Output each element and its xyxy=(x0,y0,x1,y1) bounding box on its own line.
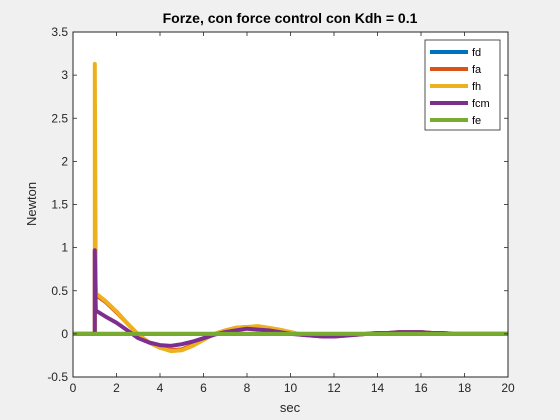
legend-label-fd: fd xyxy=(472,47,481,59)
plot-area xyxy=(73,61,508,354)
x-tick-label: 0 xyxy=(70,381,77,395)
x-tick-label: 16 xyxy=(414,381,428,395)
y-axis-label: Newton xyxy=(24,182,39,226)
x-tick-label: 8 xyxy=(244,381,251,395)
legend-label-fh: fh xyxy=(472,81,481,93)
legend-label-fcm: fcm xyxy=(472,98,490,110)
x-tick-label: 12 xyxy=(327,381,341,395)
x-tick-label: 2 xyxy=(113,381,120,395)
x-tick-label: 4 xyxy=(157,381,164,395)
x-tick-label: 20 xyxy=(501,381,515,395)
y-tick-label: 2 xyxy=(61,154,68,168)
x-tick-label: 10 xyxy=(284,381,298,395)
y-tick-label: 0.5 xyxy=(51,284,68,298)
y-tick-label: 3 xyxy=(61,68,68,82)
x-axis: 0 2 4 6 8 10 12 14 16 18 20 xyxy=(70,32,515,395)
x-tick-label: 18 xyxy=(458,381,472,395)
y-tick-label: 1 xyxy=(61,241,68,255)
chart-title: Forze, con force control con Kdh = 0.1 xyxy=(163,10,418,26)
x-tick-label: 14 xyxy=(371,381,385,395)
legend[interactable]: fd fa fh fcm fe xyxy=(424,39,501,131)
y-tick-label: 0 xyxy=(61,327,68,341)
y-tick-label: 3.5 xyxy=(51,25,68,39)
y-axis: -0.5 0 0.5 1 1.5 2 2.5 3 3.5 xyxy=(47,25,508,384)
x-axis-label: sec xyxy=(280,400,301,415)
y-tick-label: 1.5 xyxy=(51,198,68,212)
legend-label-fe: fe xyxy=(472,115,481,127)
x-tick-label: 6 xyxy=(200,381,207,395)
y-tick-label: 2.5 xyxy=(51,111,68,125)
legend-label-fa: fa xyxy=(472,64,482,76)
y-tick-label: -0.5 xyxy=(47,370,68,384)
